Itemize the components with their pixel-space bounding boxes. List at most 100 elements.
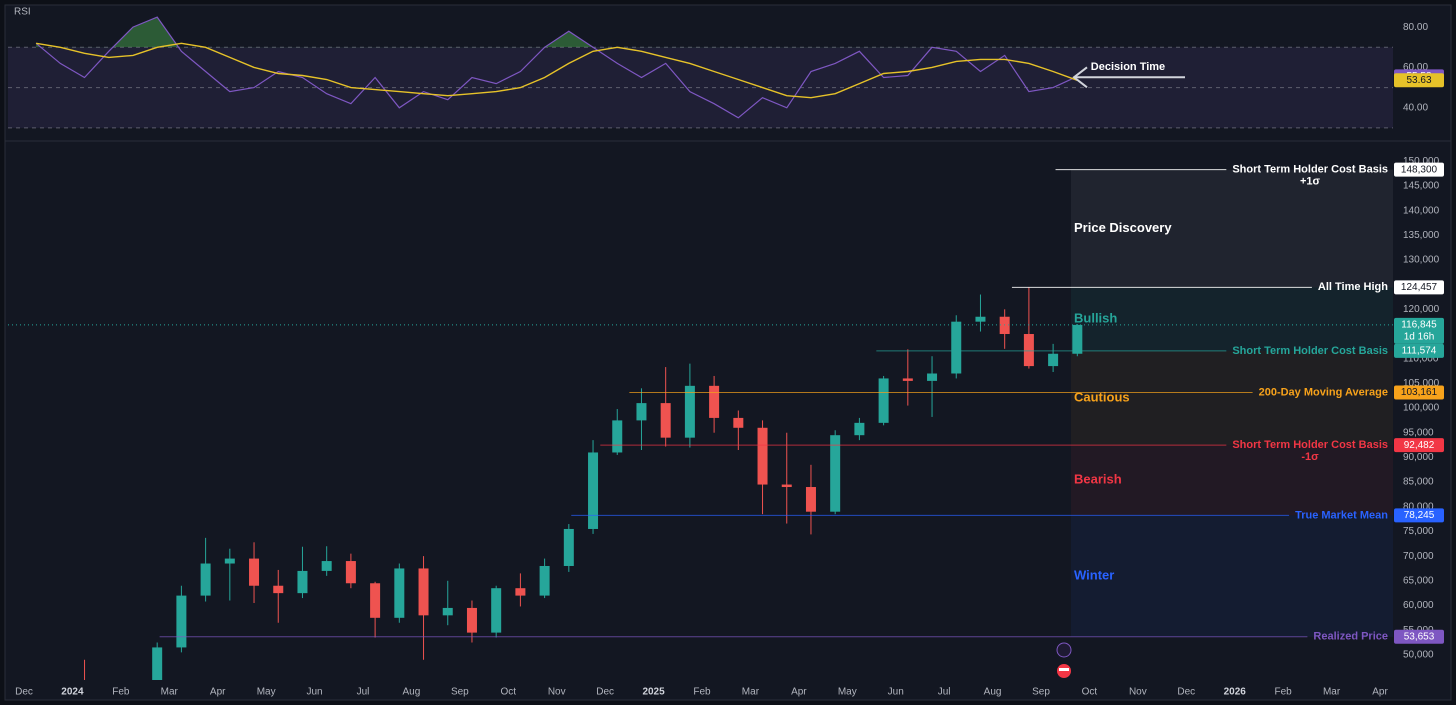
candle-body: [297, 570, 308, 594]
x-tick-label: Mar: [1323, 687, 1341, 698]
x-tick-label: Mar: [742, 687, 760, 698]
chart-frame: [4, 4, 1452, 701]
candle-body: [539, 565, 550, 596]
candle-body: [200, 563, 211, 596]
level-note: -1σ: [1301, 451, 1319, 463]
y-tick-label: 105,000: [1403, 378, 1440, 389]
rsi-pane: [8, 16, 1393, 129]
candle-body: [491, 588, 502, 633]
candle-body: [854, 422, 865, 436]
y-tick-label: 145,000: [1403, 181, 1440, 192]
level-tag: [1394, 343, 1444, 358]
y-tick-label: 85,000: [1403, 477, 1434, 488]
level-tag: [1394, 629, 1444, 644]
rsi-title: RSI: [14, 7, 31, 18]
x-tick-label: 2025: [642, 687, 665, 698]
zone: [1071, 515, 1393, 637]
x-tick-label: Dec: [1177, 687, 1195, 698]
level-tag-label: 111,574: [1402, 346, 1437, 357]
annotation-arrowhead: [1072, 66, 1088, 89]
candle-body: [660, 403, 671, 438]
rsi-y-tick-label: 60.00: [1403, 62, 1428, 73]
candle-body: [370, 583, 381, 618]
x-tick-label: Sep: [1032, 687, 1050, 698]
candle-body: [927, 373, 938, 381]
y-tick-label: 80,000: [1403, 501, 1434, 512]
x-tick-label: Dec: [15, 687, 33, 698]
annotation-label: Decision Time: [1091, 61, 1165, 73]
event-icon-stripe: [1059, 668, 1069, 671]
level-label: True Market Mean: [1295, 509, 1388, 521]
candle-body: [321, 561, 332, 571]
overlays: Decision Time Price Discovery Bullish Cauti…: [8, 61, 1393, 643]
level-note: +1σ: [1300, 176, 1321, 188]
candle-body: [830, 435, 841, 512]
x-tick-label: Feb: [693, 687, 711, 698]
candle-body: [733, 417, 744, 428]
candle-body: [1072, 324, 1083, 354]
level-label: Short Term Holder Cost Basis: [1232, 345, 1388, 357]
zone: [1071, 350, 1393, 446]
y-tick-label: 65,000: [1403, 575, 1434, 586]
y-tick-label: 60,000: [1403, 600, 1434, 611]
candle-body: [1048, 353, 1059, 367]
last-price-label: 116,845: [1401, 320, 1437, 331]
footer-icons: [1056, 642, 1072, 678]
candle-body: [975, 316, 986, 322]
rsi-overbought-fill: [36, 17, 1078, 48]
x-tick-label: Jun: [888, 687, 904, 698]
candle-body: [442, 607, 453, 616]
x-tick-label: Oct: [1082, 687, 1098, 698]
candle-body: [563, 528, 574, 566]
x-tick-label: Aug: [403, 687, 421, 698]
x-tick-label: Apr: [210, 687, 226, 698]
x-tick-label: Aug: [984, 687, 1002, 698]
zone-label: Price Discovery: [1074, 220, 1172, 235]
zones: [1071, 169, 1393, 637]
rsi-ma-line: [35, 42, 1078, 99]
event-icon: [1056, 642, 1072, 658]
last-price-tag: [1394, 317, 1444, 344]
candle-body: [418, 568, 429, 616]
candle-body: [684, 385, 695, 438]
x-tick-label: Oct: [501, 687, 517, 698]
level-tag: [1394, 438, 1444, 453]
rsi-value-tag-label: 53.63: [1406, 75, 1431, 86]
y-tick-label: 120,000: [1403, 304, 1440, 315]
level-tag-label: 148,300: [1401, 164, 1438, 175]
x-tick-label: Jul: [938, 687, 951, 698]
candle-body: [612, 420, 623, 453]
x-tick-label: Jun: [307, 687, 323, 698]
candle-body: [636, 403, 647, 421]
candle-body: [588, 452, 599, 529]
candle-body: [878, 378, 889, 423]
x-tick-label: Sep: [451, 687, 469, 698]
x-tick-label: Mar: [161, 687, 179, 698]
zone: [1071, 287, 1393, 351]
y-tick-label: 95,000: [1403, 427, 1434, 438]
level-tag-label: 103,161: [1401, 387, 1438, 398]
level-label: All Time High: [1318, 281, 1388, 293]
candle-body: [515, 588, 526, 596]
level-tag: [1394, 508, 1444, 523]
candle-body: [466, 607, 477, 633]
x-tick-label: Nov: [1129, 687, 1147, 698]
y-tick-label: 70,000: [1403, 551, 1434, 562]
rsi-y-tick-label: 40.00: [1403, 102, 1428, 113]
level-tag: [1394, 162, 1444, 177]
zone-label: Bullish: [1074, 311, 1117, 326]
level-label: Short Term Holder Cost Basis: [1232, 439, 1388, 451]
y-tick-label: 75,000: [1403, 526, 1434, 537]
zone-label: Bearish: [1074, 472, 1122, 487]
price-pane: [84, 287, 1083, 680]
candle-body: [152, 647, 163, 680]
y-tick-label: 50,000: [1403, 649, 1434, 660]
rsi-line: [35, 16, 1078, 119]
x-tick-label: Feb: [112, 687, 130, 698]
candle-body: [709, 385, 720, 418]
y-tick-label: 135,000: [1403, 230, 1440, 241]
candle-body: [805, 487, 816, 512]
x-tick-label: May: [838, 687, 857, 698]
candle-body: [394, 568, 405, 618]
